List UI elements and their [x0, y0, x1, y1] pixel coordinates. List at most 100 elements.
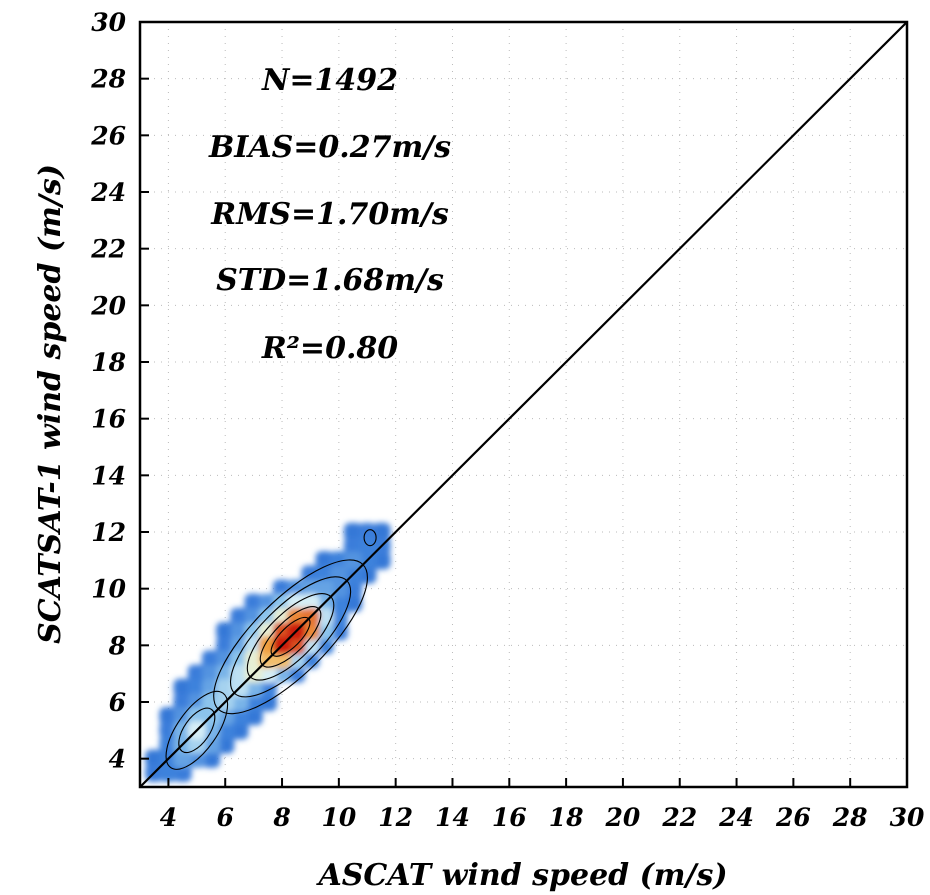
- y-axis-ticks: 4 6 8 10 12 14 16 18 20 22 24 26 28 30: [90, 8, 149, 774]
- density-cell: [329, 551, 348, 570]
- density-cell: [258, 636, 277, 655]
- density-cell: [358, 537, 377, 556]
- plot-frame: [138, 20, 909, 789]
- density-cell: [187, 678, 206, 697]
- density-cell: [187, 735, 206, 754]
- y-tick-label: 4: [109, 745, 126, 774]
- contour-line: [363, 529, 377, 547]
- density-cell: [272, 607, 292, 627]
- density-cell: [287, 650, 306, 669]
- density-cell: [173, 763, 192, 782]
- y-tick-label: 8: [108, 631, 126, 660]
- density-cell: [315, 565, 334, 584]
- density-cell: [216, 721, 235, 740]
- density-cell: [230, 607, 249, 627]
- density-cell: [329, 565, 348, 584]
- density-cell: [343, 522, 363, 542]
- stat-std: STD=1.68m/s: [216, 263, 444, 298]
- x-axis-ticks: 4 6 8 10 12 14 16 18 20 22 24 26 28 30: [160, 778, 925, 832]
- x-tick-label: 18: [549, 803, 584, 832]
- x-tick-label: 20: [605, 803, 641, 832]
- density-cell: [201, 749, 221, 768]
- density-cell: [244, 650, 263, 669]
- y-tick-label: 24: [90, 178, 126, 207]
- density-cell: [230, 664, 249, 683]
- density-cell: [201, 664, 221, 683]
- density-cell: [372, 551, 391, 570]
- density-cell: [244, 607, 263, 627]
- stat-n: N=1492: [261, 63, 398, 98]
- density-cell: [216, 622, 235, 641]
- density-cell: [287, 607, 306, 627]
- x-tick-label: 26: [775, 803, 811, 832]
- x-tick-label: 4: [160, 803, 177, 832]
- density-cell: [258, 593, 277, 612]
- density-cell: [244, 593, 263, 612]
- density-cell: [258, 692, 277, 712]
- x-tick-label: 24: [718, 803, 754, 832]
- stat-r2: R²=0.80: [261, 331, 398, 366]
- one-to-one-line: [140, 22, 907, 787]
- x-tick-label: 22: [661, 803, 697, 832]
- y-tick-label: 14: [91, 461, 126, 490]
- y-tick-label: 28: [90, 65, 126, 94]
- density-cell: [301, 579, 320, 598]
- y-axis-title: SCATSAT-1 wind speed (m/s): [33, 164, 68, 644]
- density-cell: [244, 678, 263, 697]
- x-tick-label: 10: [321, 803, 356, 832]
- density-cell: [201, 650, 221, 669]
- y-tick-label: 18: [91, 348, 126, 377]
- x-axis-title: ASCAT wind speed (m/s): [315, 858, 727, 893]
- x-tick-label: 14: [435, 803, 470, 832]
- density-cell: [343, 593, 363, 612]
- density-cell: [159, 707, 178, 726]
- y-tick-label: 30: [91, 8, 126, 37]
- density-contours: [145, 522, 391, 782]
- density-cell: [258, 622, 277, 641]
- y-tick-label: 16: [91, 405, 126, 434]
- stat-rms: RMS=1.70m/s: [210, 197, 449, 232]
- density-cell: [272, 579, 292, 598]
- density-cell: [343, 537, 363, 556]
- density-cell: [301, 636, 320, 655]
- density-cell: [187, 664, 206, 683]
- density-cell: [173, 678, 192, 697]
- density-cell: [329, 622, 348, 641]
- x-tick-label: 28: [832, 803, 868, 832]
- x-tick-label: 6: [217, 803, 234, 832]
- density-cell: [343, 579, 363, 598]
- density-cell: [230, 721, 249, 740]
- density-cell: [329, 607, 348, 627]
- x-tick-label: 8: [272, 803, 290, 832]
- density-cell: [216, 735, 235, 754]
- density-cell: [287, 579, 306, 598]
- density-cell: [159, 721, 178, 740]
- density-cell: [230, 636, 249, 655]
- y-tick-label: 10: [91, 575, 126, 604]
- density-cell: [258, 664, 277, 683]
- density-cell: [358, 522, 377, 542]
- density-cell: [173, 749, 192, 768]
- contour-line: [165, 690, 229, 770]
- x-tick-label: 16: [492, 803, 527, 832]
- density-cell: [216, 636, 235, 655]
- density-cell: [230, 622, 249, 641]
- density-fill: [145, 522, 391, 782]
- density-cell: [272, 650, 292, 669]
- contour-line: [178, 707, 216, 754]
- y-tick-label: 6: [109, 688, 126, 717]
- density-cell: [372, 522, 391, 542]
- density-cell: [173, 692, 192, 712]
- density-cell: [145, 749, 164, 768]
- y-tick-label: 12: [91, 518, 126, 547]
- x-tick-label: 12: [378, 803, 413, 832]
- y-tick-label: 20: [90, 291, 126, 320]
- density-cell: [187, 707, 206, 726]
- stat-bias: BIAS=0.27m/s: [208, 130, 451, 165]
- y-tick-label: 26: [90, 121, 126, 150]
- y-tick-label: 22: [90, 235, 126, 264]
- density-cell: [244, 707, 263, 726]
- x-tick-label: 30: [890, 803, 925, 832]
- statistics-annotations: N=1492 BIAS=0.27m/s RMS=1.70m/s STD=1.68m/s…: [208, 63, 451, 366]
